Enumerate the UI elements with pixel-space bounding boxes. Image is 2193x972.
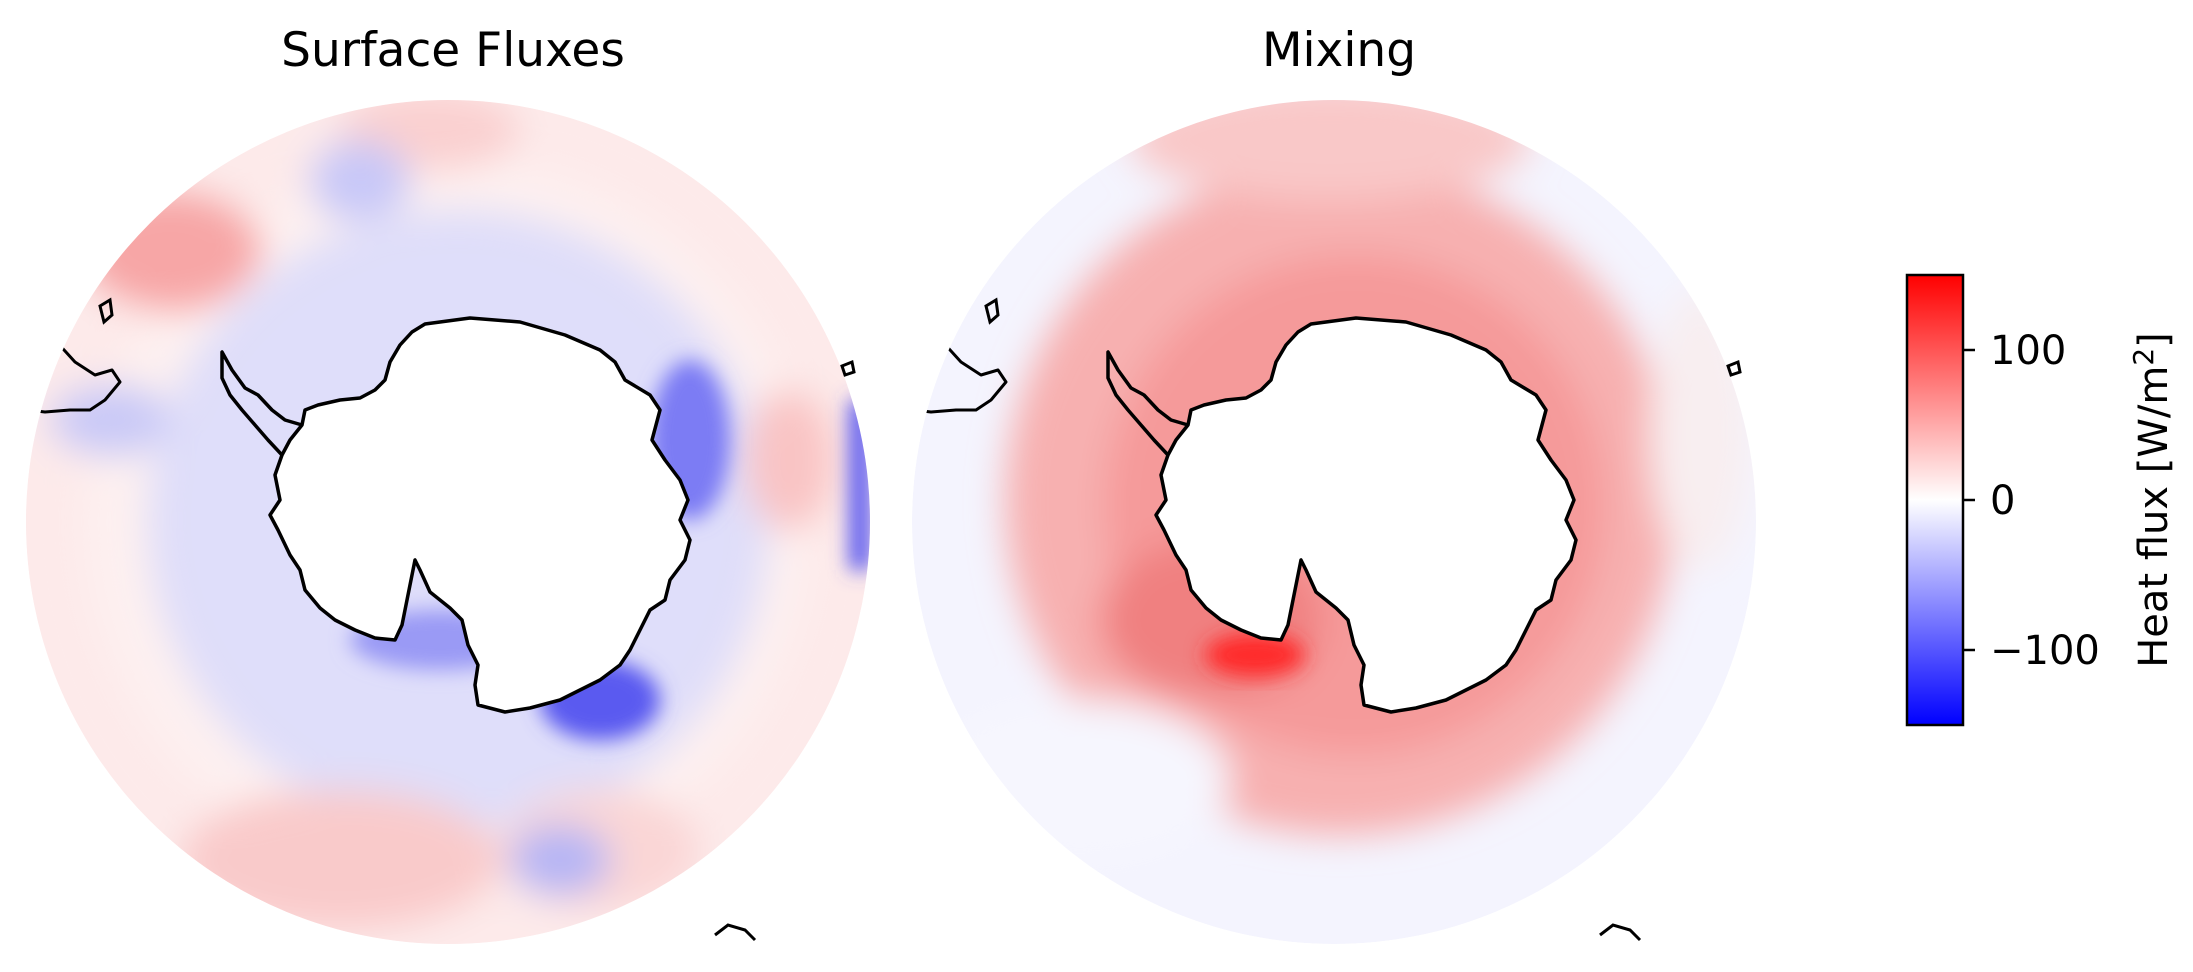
colorbar-label: Heat flux [W/m2] (2127, 332, 2177, 668)
colorbar-tick-label-minus-100: −100 (1990, 628, 2100, 674)
mixing-outer-neutral (930, 700, 1230, 860)
strong-negative-edge (850, 400, 870, 570)
negative-patch-west (50, 385, 170, 455)
colorbar-label-sup: 2 (2127, 348, 2160, 366)
island-outline (98, 297, 114, 325)
south-america-outline (27, 333, 122, 414)
mixing-east-light (1650, 290, 1750, 570)
colorbar-label-suffix: ] (2131, 332, 2177, 348)
negative-patch-north (310, 140, 410, 220)
mixing-north-light (1130, 100, 1530, 200)
island-outline (984, 297, 1000, 325)
antarctica-coastline (1154, 316, 1578, 714)
panel-title-mixing: Mixing (1262, 23, 1416, 78)
africa-tip-left (714, 923, 757, 942)
map-panel-surface-fluxes: Surface Fluxes (26, 23, 870, 944)
island-fragment-right (1726, 359, 1742, 377)
colorbar-gradient (1905, 273, 1965, 727)
island-fragment-left (840, 359, 856, 377)
colorbar-tick-label-100: 100 (1990, 328, 2066, 374)
antarctica-coastline (268, 316, 692, 714)
colorbar: 100 0 −100 Heat flux [W/m2] (1905, 273, 2177, 727)
positive-patch-atlantic (80, 190, 260, 310)
heatmap-mixing (912, 100, 1756, 944)
colorbar-tick-label-0: 0 (1990, 478, 2015, 524)
mixing-strong-patch (1205, 633, 1305, 677)
heatmap-surface-fluxes (26, 100, 870, 944)
positive-patch-east (745, 390, 835, 530)
antarctic-peninsula (1106, 350, 1189, 457)
south-america-outline (913, 333, 1008, 414)
positive-patch-pacific (180, 790, 500, 930)
colorbar-label-prefix: Heat flux [W/m (2131, 366, 2177, 668)
negative-patch-south (510, 825, 610, 895)
panel-title-surface-fluxes: Surface Fluxes (281, 23, 625, 78)
map-panel-mixing: Mixing (912, 23, 1756, 944)
antarctic-peninsula (220, 350, 303, 457)
africa-tip-right (1599, 923, 1642, 942)
